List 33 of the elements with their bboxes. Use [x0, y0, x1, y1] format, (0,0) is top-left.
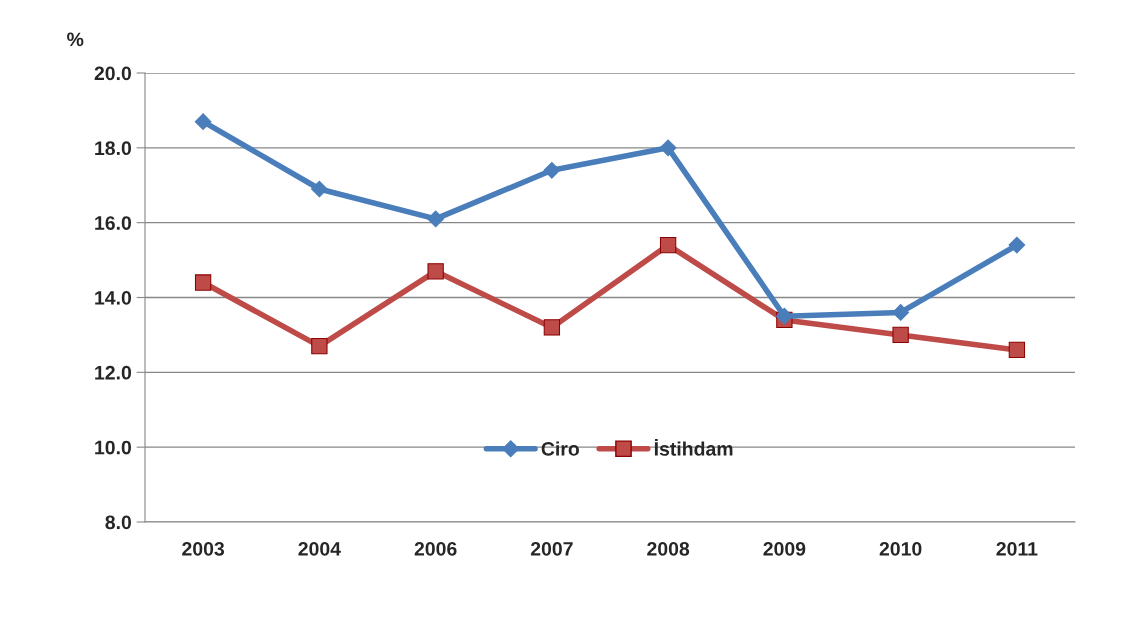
point	[427, 263, 444, 280]
x-tick-label: 2011	[996, 541, 1038, 556]
point	[311, 337, 328, 355]
point	[543, 161, 561, 179]
y-tick-label: 12.0	[95, 365, 132, 380]
point	[543, 319, 561, 336]
point	[1008, 236, 1026, 254]
y-tick-label: 8.0	[105, 515, 132, 530]
y-tick-label: 10.0	[95, 440, 132, 455]
y-tick-label: 16.0	[95, 216, 132, 230]
legend-label: İstihdam	[654, 438, 733, 456]
point	[659, 139, 677, 157]
y-tick-label: 20.0	[94, 66, 132, 81]
point	[311, 180, 328, 198]
point	[776, 307, 793, 325]
x-tick-label: 2009	[763, 541, 806, 556]
point	[659, 236, 677, 254]
x-tick-label: 2003	[182, 541, 225, 556]
legend-label: Ciro	[541, 441, 579, 456]
x-tick-label: 2004	[298, 541, 341, 556]
x-tick-label: 2010	[879, 541, 922, 556]
point	[1008, 341, 1026, 359]
x-tick-label: 2008	[647, 541, 690, 556]
point	[892, 326, 909, 344]
point	[194, 113, 212, 131]
y-tick-label: 14.0	[95, 290, 132, 305]
point	[892, 304, 909, 321]
y-tick-label: 18.0	[95, 141, 132, 156]
x-tick-label: 2007	[530, 541, 573, 556]
point	[194, 274, 212, 291]
y-axis-title: %	[67, 32, 84, 47]
point	[427, 210, 444, 228]
x-tick-label: 2006	[414, 541, 457, 556]
